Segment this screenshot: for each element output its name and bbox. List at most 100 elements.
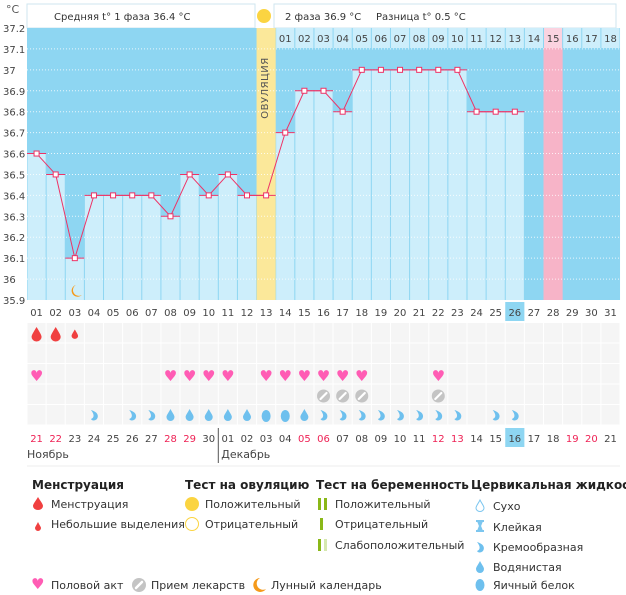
marker-cell bbox=[410, 323, 429, 343]
temperature-point bbox=[358, 66, 365, 73]
fluid-watery-icon bbox=[223, 409, 232, 421]
marker-cell bbox=[390, 364, 410, 384]
moon-icon bbox=[253, 578, 266, 592]
calendar-date-label: 13 bbox=[451, 434, 464, 445]
calendar-date-label: 26 bbox=[126, 434, 139, 445]
temperature-point bbox=[377, 66, 384, 73]
marker-cell bbox=[563, 364, 582, 384]
marker-cell bbox=[237, 323, 257, 343]
phase2-day-label: 15 bbox=[547, 34, 560, 45]
temperature-bar bbox=[27, 153, 46, 300]
intercourse-heart-icon: ♥ bbox=[31, 575, 45, 593]
fluid-dry-icon bbox=[475, 498, 485, 512]
intercourse-heart-icon: ♥ bbox=[355, 367, 368, 385]
marker-cell bbox=[563, 405, 582, 425]
intercourse-heart-icon: ♥ bbox=[202, 367, 215, 385]
today-date-highlight bbox=[505, 428, 525, 447]
fluid-watery-icon bbox=[476, 561, 484, 573]
calendar-date-label: 27 bbox=[145, 434, 158, 445]
calendar-date-label: 22 bbox=[49, 434, 62, 445]
marker-cell bbox=[371, 323, 390, 343]
temperature-point bbox=[243, 192, 250, 199]
fluid-creamy-icon bbox=[320, 410, 328, 421]
marker-cell bbox=[544, 323, 563, 343]
marker-cell bbox=[104, 323, 123, 343]
marker-cell bbox=[46, 343, 65, 363]
intercourse-heart-icon: ♥ bbox=[317, 367, 330, 385]
calendar-date-label: 04 bbox=[279, 434, 292, 445]
marker-cell bbox=[505, 323, 524, 343]
fluid-watery-icon bbox=[185, 409, 194, 421]
phase2-day-cell bbox=[505, 28, 524, 48]
phase2-day-cell bbox=[563, 28, 582, 48]
medication-pill-stripe bbox=[338, 391, 347, 401]
marker-cell bbox=[371, 384, 390, 404]
calendar-date-label: 21 bbox=[30, 434, 43, 445]
marker-cell bbox=[142, 343, 161, 363]
fluid-creamy-icon bbox=[492, 410, 500, 421]
phase2-day-cell bbox=[467, 28, 486, 48]
y-tick-label: 36.8 bbox=[3, 108, 25, 119]
ovulation-sun-icon bbox=[257, 9, 271, 23]
legend-pregnancy-test-title: Тест на беременность bbox=[316, 478, 469, 492]
legend-fluid-sticky: Клейкая bbox=[493, 521, 542, 534]
calendar-date-label: 03 bbox=[260, 434, 273, 445]
fluid-creamy-icon bbox=[148, 410, 156, 421]
calendar-date-label: 24 bbox=[88, 434, 101, 445]
marker-cell bbox=[544, 364, 563, 384]
marker-cell bbox=[524, 323, 544, 343]
marker-cell bbox=[505, 364, 524, 384]
cycle-day-label: 17 bbox=[336, 308, 349, 319]
fluid-watery-icon bbox=[204, 409, 213, 421]
marker-cell bbox=[486, 343, 505, 363]
pregnancy-positive-icon bbox=[318, 498, 327, 510]
marker-cell bbox=[563, 343, 582, 363]
y-tick-label: 36.7 bbox=[3, 129, 25, 140]
temperature-bar bbox=[352, 69, 371, 300]
cycle-day-label: 12 bbox=[241, 308, 254, 319]
temperature-point bbox=[224, 171, 231, 178]
y-unit-label: °C bbox=[6, 3, 20, 16]
marker-cell bbox=[601, 405, 620, 425]
legend-moon: Лунный календарь bbox=[271, 579, 382, 592]
calendar-date-label: 08 bbox=[355, 434, 368, 445]
marker-cell bbox=[524, 384, 544, 404]
phase2-day-label: 02 bbox=[298, 34, 311, 45]
ovulation-column bbox=[256, 28, 276, 300]
calendar-date-label: 30 bbox=[202, 434, 215, 445]
cycle-day-label: 28 bbox=[547, 308, 560, 319]
calendar-date-label: 29 bbox=[183, 434, 196, 445]
header-phase2-box bbox=[273, 3, 617, 29]
marker-cell bbox=[257, 364, 276, 384]
fluid-watery-icon bbox=[166, 409, 175, 421]
ovulation-positive-icon bbox=[185, 497, 199, 511]
temperature-point bbox=[282, 129, 289, 136]
cycle-day-label: 11 bbox=[221, 308, 234, 319]
marker-cell bbox=[371, 364, 390, 384]
intercourse-heart-icon: ♥ bbox=[183, 367, 196, 385]
marker-cell bbox=[486, 323, 505, 343]
temperature-bar bbox=[65, 258, 84, 300]
temperature-bar bbox=[46, 174, 65, 300]
marker-cell bbox=[544, 405, 563, 425]
marker-cell bbox=[352, 323, 371, 343]
phase2-day-label: 13 bbox=[508, 34, 521, 45]
phase2-day-label: 07 bbox=[394, 34, 407, 45]
intercourse-heart-icon: ♥ bbox=[164, 367, 177, 385]
temperature-line bbox=[36, 69, 515, 261]
marker-cell bbox=[276, 343, 295, 363]
marker-cell bbox=[84, 364, 104, 384]
calendar-date-label: 09 bbox=[375, 434, 388, 445]
legend-pregnancy-positive: Положительный bbox=[335, 498, 431, 511]
cycle-day-label: 01 bbox=[30, 308, 43, 319]
pregnancy-negative-icon bbox=[320, 518, 323, 530]
calendar-date-label: 14 bbox=[470, 434, 483, 445]
legend-fluid-eggwhite: Яичный белок bbox=[493, 579, 575, 592]
calendar-date-label: 23 bbox=[68, 434, 81, 445]
temperature-point bbox=[454, 66, 461, 73]
temperature-point bbox=[186, 171, 193, 178]
fluid-eggwhite-icon bbox=[475, 579, 485, 591]
menstruation-drop-icon bbox=[71, 329, 79, 339]
temperature-bar bbox=[505, 111, 524, 300]
marker-cell bbox=[314, 343, 333, 363]
